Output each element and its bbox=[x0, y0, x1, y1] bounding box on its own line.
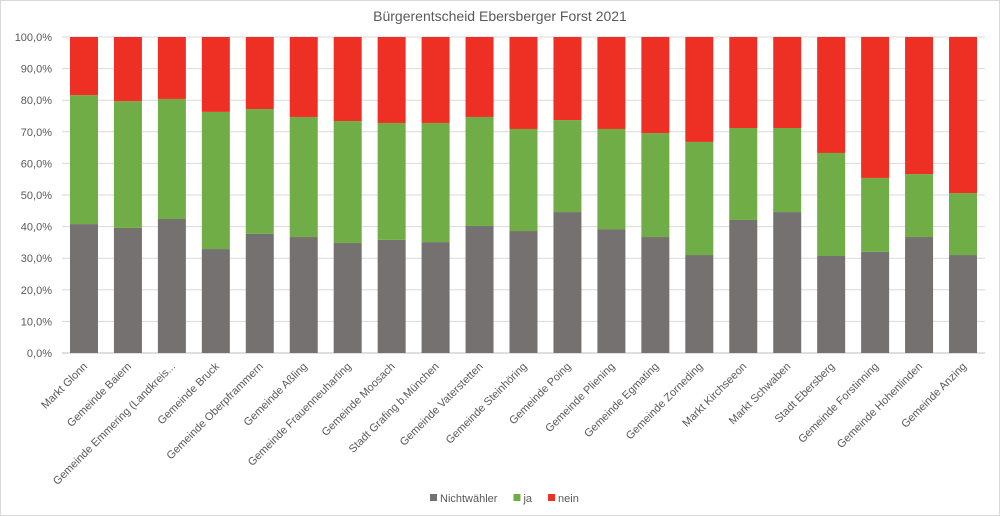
bar-ja bbox=[949, 193, 978, 256]
y-tick-label: 90,0% bbox=[21, 64, 52, 76]
legend-swatch bbox=[513, 494, 521, 501]
bar-nein bbox=[421, 37, 450, 123]
y-tick-label: 40,0% bbox=[21, 222, 52, 234]
y-tick-label: 100,0% bbox=[15, 32, 53, 44]
bar-ja bbox=[905, 174, 934, 238]
bar-nein bbox=[861, 37, 890, 178]
bar-nichtwähler bbox=[421, 242, 450, 353]
y-tick-label: 0,0% bbox=[27, 348, 52, 360]
bar-nichtwähler bbox=[113, 227, 142, 353]
bar-ja bbox=[157, 98, 186, 220]
bar-ja bbox=[773, 128, 802, 213]
bar-nichtwähler bbox=[685, 255, 714, 353]
chart-title: Bürgerentscheid Ebersberger Forst 2021 bbox=[373, 8, 627, 24]
bar-nein bbox=[773, 37, 802, 129]
bar-nein bbox=[113, 37, 142, 102]
x-tick-label: Stadt Grafing b.München bbox=[347, 361, 442, 456]
bar-ja bbox=[289, 116, 318, 238]
bar-ja bbox=[333, 121, 362, 244]
y-tick-label: 80,0% bbox=[21, 95, 52, 107]
bar-ja bbox=[421, 122, 450, 243]
x-tick-label: Gemeinde Steinhöring bbox=[444, 361, 530, 447]
legend-label: nein bbox=[558, 493, 579, 505]
legend-swatch bbox=[548, 494, 556, 501]
bar-ja bbox=[685, 141, 714, 256]
bar-nichtwähler bbox=[597, 229, 626, 353]
x-tick-label: Gemeinde Vaterstetten bbox=[398, 361, 486, 449]
y-tick-label: 10,0% bbox=[21, 316, 52, 328]
legend-label: ja bbox=[522, 493, 532, 505]
bar-nein bbox=[553, 37, 582, 121]
bar-nichtwähler bbox=[245, 233, 274, 353]
bar-nein bbox=[685, 37, 714, 142]
bar-ja bbox=[113, 101, 142, 228]
bar-nein bbox=[641, 37, 670, 134]
bar-nein bbox=[157, 37, 186, 99]
bar-nein bbox=[69, 37, 98, 96]
bar-nichtwähler bbox=[465, 225, 494, 353]
bar-nichtwähler bbox=[333, 243, 362, 353]
bar-nein bbox=[245, 37, 274, 110]
bar-ja bbox=[69, 95, 98, 225]
x-tick-label: Gemeinde Moosach bbox=[320, 361, 398, 439]
legend-label: Nichtwähler bbox=[440, 493, 498, 505]
bar-nein bbox=[817, 37, 846, 153]
y-tick-label: 50,0% bbox=[21, 190, 52, 202]
bar-nichtwähler bbox=[377, 239, 406, 353]
bar-ja bbox=[465, 116, 494, 226]
y-tick-label: 70,0% bbox=[21, 127, 52, 139]
x-tick-label: Gemeinde Egmating bbox=[582, 361, 661, 440]
bar-ja bbox=[597, 128, 626, 230]
bar-nichtwähler bbox=[201, 249, 230, 353]
bar-ja bbox=[377, 122, 406, 240]
bar-nein bbox=[333, 37, 362, 122]
bar-nichtwähler bbox=[773, 212, 802, 353]
x-tick-label: Gemeinde Zorneding bbox=[624, 361, 706, 443]
bar-nichtwähler bbox=[289, 237, 318, 353]
bar-ja bbox=[245, 109, 274, 234]
bar-nein bbox=[509, 37, 538, 129]
bar-nichtwähler bbox=[641, 237, 670, 353]
bar-nichtwähler bbox=[729, 219, 758, 353]
bar-ja bbox=[201, 111, 230, 250]
bar-nein bbox=[201, 37, 230, 112]
bar-ja bbox=[729, 128, 758, 220]
x-tick-label: Gemeinde Hohenlinden bbox=[835, 361, 925, 451]
bar-nein bbox=[465, 37, 494, 117]
bar-nichtwähler bbox=[905, 237, 934, 353]
bar-nein bbox=[597, 37, 626, 129]
y-tick-label: 60,0% bbox=[21, 158, 52, 170]
bar-nichtwähler bbox=[553, 212, 582, 353]
bar-nein bbox=[949, 37, 978, 194]
bar-ja bbox=[641, 133, 670, 238]
bar-ja bbox=[817, 152, 846, 256]
bar-nein bbox=[377, 37, 406, 123]
bar-ja bbox=[861, 177, 890, 252]
bar-nichtwähler bbox=[949, 255, 978, 353]
y-tick-label: 30,0% bbox=[21, 253, 52, 265]
bar-nein bbox=[905, 37, 934, 175]
x-tick-label: Gemeinde Forstinning bbox=[796, 361, 881, 446]
bar-nein bbox=[289, 37, 318, 117]
y-tick-label: 20,0% bbox=[21, 285, 52, 297]
bar-nichtwähler bbox=[69, 224, 98, 353]
bar-nichtwähler bbox=[817, 255, 846, 353]
legend-swatch bbox=[430, 494, 437, 501]
bar-ja bbox=[553, 120, 582, 213]
bar-nichtwähler bbox=[509, 231, 538, 353]
bar-ja bbox=[509, 128, 538, 232]
bar-nichtwähler bbox=[157, 219, 186, 353]
bar-nichtwähler bbox=[861, 251, 890, 353]
bar-nein bbox=[729, 37, 758, 129]
